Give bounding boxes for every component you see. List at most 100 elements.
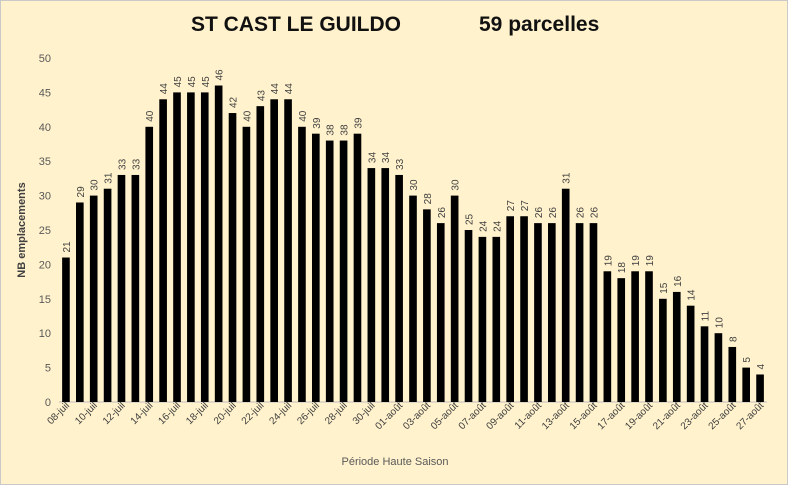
bar (756, 374, 764, 402)
bar (284, 99, 292, 402)
bar (353, 133, 362, 402)
bar (298, 126, 306, 403)
bar (742, 367, 750, 402)
data-label: 16 (673, 275, 684, 287)
x-tick-label: 28-juil (323, 400, 350, 427)
data-label: 33 (395, 158, 406, 170)
x-tick-label: 07-août (457, 400, 489, 432)
x-tick-label: 27-août (734, 400, 766, 432)
data-label: 11 (701, 311, 712, 322)
x-tick-label: 21-août (651, 400, 683, 432)
bar (381, 168, 390, 402)
y-tick-label: 25 (39, 225, 51, 237)
data-label: 31 (562, 172, 573, 184)
bar (117, 174, 126, 402)
x-tick-label: 24-juil (268, 400, 295, 427)
data-label: 21 (62, 241, 73, 253)
x-tick-label: 15-août (568, 400, 600, 432)
x-tick-label: 01-août (373, 400, 405, 432)
x-tick-label: 14-juil (129, 400, 156, 427)
bar (89, 195, 98, 402)
bar (367, 168, 376, 402)
x-tick-label: 11-août (513, 400, 544, 431)
data-label: 40 (242, 110, 253, 122)
bar (325, 140, 334, 402)
data-label: 30 (409, 179, 420, 191)
data-label: 30 (451, 179, 462, 191)
data-label: 31 (104, 172, 115, 184)
bar (700, 326, 709, 402)
y-tick-label: 20 (39, 259, 51, 271)
bar (228, 113, 237, 402)
data-label: 28 (423, 193, 434, 205)
chart-title: ST CAST LE GUILDO (191, 13, 401, 36)
bar (103, 188, 112, 402)
bar (631, 271, 639, 402)
x-tick-label: 22-juil (240, 400, 267, 427)
bar (450, 195, 459, 402)
data-label: 27 (506, 200, 517, 212)
data-label: 10 (714, 317, 725, 329)
data-label: 24 (492, 220, 503, 232)
bar (270, 99, 278, 402)
y-tick-label: 40 (39, 122, 51, 134)
data-label: 30 (90, 179, 101, 191)
x-tick-label: 09-août (485, 400, 517, 432)
bar (548, 223, 556, 402)
x-tick-label: 26-juil (295, 400, 322, 427)
bar (506, 216, 514, 402)
y-tick-label: 15 (39, 294, 51, 306)
x-tick-label: 12-juil (101, 400, 128, 427)
data-label: 8 (728, 336, 739, 342)
y-axis-title: NB emplacements (16, 182, 28, 277)
bar (645, 271, 653, 402)
bar (423, 209, 431, 402)
y-tick-label: 30 (39, 191, 51, 203)
bar (603, 271, 612, 402)
x-tick-label: 13-août (540, 400, 572, 432)
x-tick-label: 17-août (596, 400, 628, 432)
data-label: 39 (353, 117, 364, 129)
bar (173, 92, 181, 403)
data-label: 33 (131, 158, 142, 170)
bar (672, 291, 681, 402)
data-label: 26 (548, 207, 559, 219)
x-tick-label: 05-août (429, 400, 461, 432)
x-tick-label: 20-juil (212, 400, 239, 427)
y-tick-label: 35 (39, 156, 51, 168)
data-label: 26 (437, 207, 448, 219)
data-label: 27 (520, 200, 531, 212)
data-label: 45 (201, 76, 212, 88)
data-label: 25 (465, 213, 476, 225)
bar (395, 174, 403, 402)
data-label: 39 (312, 117, 323, 129)
data-label: 44 (284, 83, 295, 95)
bar (131, 174, 140, 402)
y-tick-label: 10 (39, 328, 51, 340)
bar (478, 236, 487, 402)
bar (686, 305, 695, 402)
data-label: 42 (229, 96, 240, 108)
bar (76, 202, 84, 402)
bar (714, 333, 723, 402)
y-tick-label: 50 (39, 53, 51, 65)
y-tick-label: 45 (39, 87, 51, 99)
x-tick-label: 03-août (401, 400, 433, 432)
bar (520, 216, 528, 402)
bar (256, 106, 265, 402)
data-label: 26 (576, 207, 587, 219)
x-tick-label: 10-juil (73, 400, 100, 427)
data-label: 26 (534, 207, 545, 219)
bar (617, 278, 626, 402)
data-label: 40 (145, 110, 156, 122)
data-label: 45 (173, 76, 184, 88)
bar (492, 236, 501, 402)
bar (200, 92, 209, 403)
data-label: 18 (617, 262, 628, 274)
data-label: 45 (187, 76, 198, 88)
data-label: 24 (478, 220, 489, 232)
data-label: 34 (381, 152, 392, 164)
data-label: 15 (659, 282, 670, 294)
